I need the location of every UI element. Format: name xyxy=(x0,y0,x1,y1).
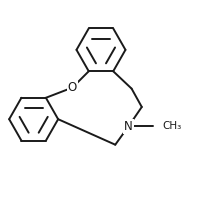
Text: N: N xyxy=(124,120,133,133)
Text: CH₃: CH₃ xyxy=(162,121,181,131)
Text: O: O xyxy=(68,81,77,94)
